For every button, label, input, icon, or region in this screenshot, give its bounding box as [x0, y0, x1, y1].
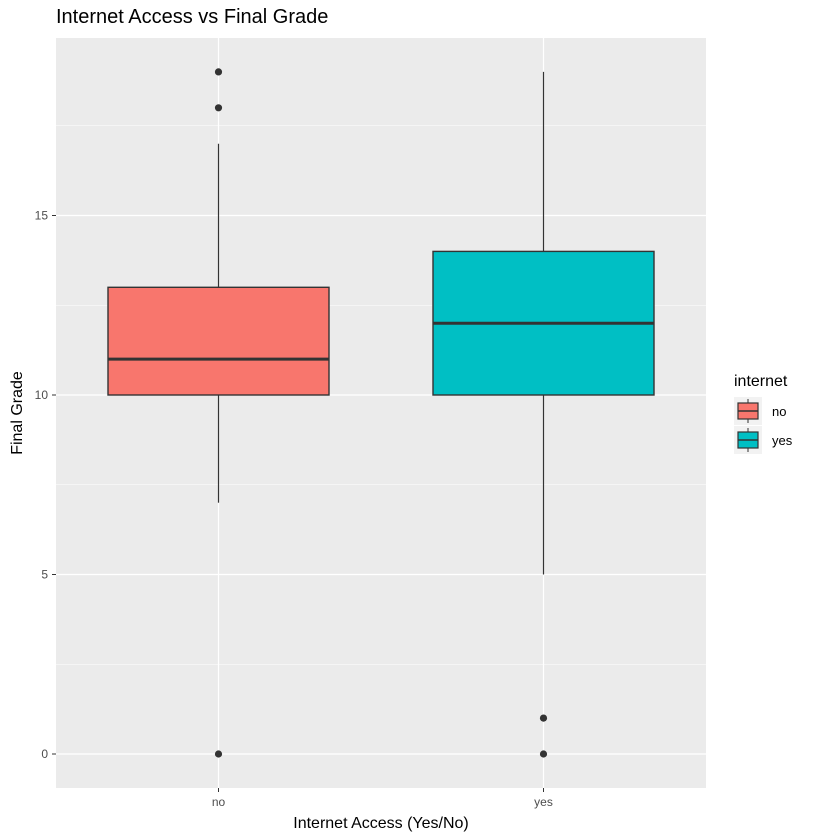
box-no — [107, 68, 330, 758]
outlier-point — [539, 750, 548, 758]
y-axis-title: Final Grade — [9, 371, 26, 455]
x-axis-title: Internet Access (Yes/No) — [293, 815, 469, 832]
x-tick-label: yes — [534, 795, 553, 809]
y-tick-label: 10 — [35, 388, 49, 402]
legend-title: internet — [734, 373, 788, 390]
box-iqr — [107, 286, 330, 396]
x-tick-label: no — [212, 795, 226, 809]
legend-label: yes — [772, 433, 793, 448]
plot-panel — [56, 38, 706, 788]
legend-label: no — [772, 404, 786, 419]
y-tick-label: 5 — [41, 568, 48, 582]
legend-entry-yes: yes — [734, 426, 793, 454]
chart-title: Internet Access vs Final Grade — [56, 6, 328, 28]
y-tick-label: 0 — [41, 747, 48, 761]
outlier-point — [539, 714, 548, 722]
x-axis: no yes — [212, 788, 553, 809]
y-axis: 0 5 10 15 — [35, 209, 56, 761]
outlier-point — [214, 104, 223, 112]
legend-entry-no: no — [734, 397, 786, 425]
outlier-point — [214, 68, 223, 76]
box-series — [107, 68, 655, 758]
outlier-point — [214, 750, 223, 758]
legend: internet no yes — [734, 373, 793, 454]
box-yes — [432, 71, 655, 758]
y-tick-label: 15 — [35, 209, 49, 223]
